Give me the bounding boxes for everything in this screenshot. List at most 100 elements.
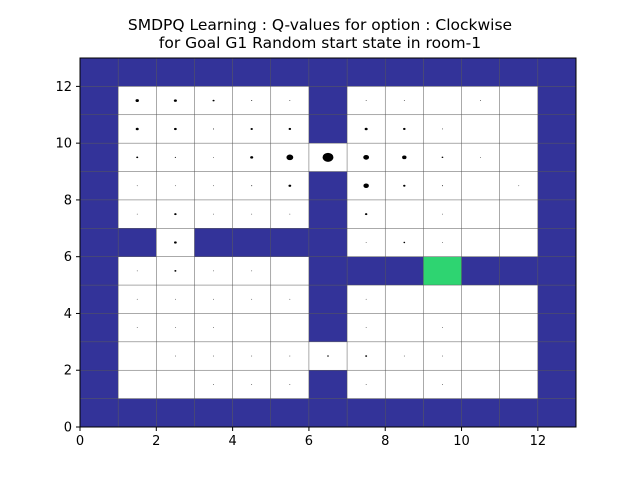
- wall-cell: [118, 228, 157, 257]
- wall-cell: [537, 199, 576, 229]
- wall-cell: [80, 58, 119, 87]
- free-cell: [461, 199, 500, 229]
- q-value-marker: [174, 298, 176, 300]
- y-tick-label: 2: [64, 364, 72, 379]
- q-value-marker: [213, 128, 215, 130]
- q-value-marker: [174, 355, 176, 357]
- q-value-marker: [136, 298, 138, 300]
- wall-cell: [156, 58, 195, 87]
- free-cell: [156, 370, 195, 399]
- q-value-marker: [251, 213, 253, 215]
- x-tick-label: 12: [530, 434, 547, 449]
- wall-cell: [385, 58, 424, 87]
- wall-cell: [80, 313, 119, 342]
- free-cell: [499, 285, 538, 314]
- q-value-marker: [213, 156, 214, 158]
- q-value-marker: [135, 99, 139, 102]
- wall-cell: [80, 199, 119, 229]
- x-tick-label: 2: [152, 434, 160, 449]
- wall-cell: [537, 398, 576, 427]
- q-value-marker: [403, 127, 406, 131]
- wall-cell: [156, 398, 195, 427]
- q-value-marker: [289, 100, 291, 101]
- q-value-marker: [442, 128, 443, 130]
- wall-cell: [80, 171, 119, 200]
- wall-cell: [537, 171, 576, 200]
- q-value-marker: [251, 355, 253, 357]
- wall-cell: [308, 313, 348, 342]
- wall-cell: [80, 398, 119, 427]
- wall-cell: [308, 285, 348, 314]
- wall-cell: [308, 199, 348, 229]
- q-value-marker: [365, 100, 367, 101]
- x-tick-label: 6: [305, 434, 313, 449]
- wall-cell: [308, 58, 348, 87]
- q-value-marker: [251, 185, 253, 187]
- q-value-marker: [250, 127, 253, 130]
- q-value-marker: [136, 270, 138, 272]
- q-value-marker: [364, 213, 368, 216]
- free-cell: [461, 285, 500, 314]
- wall-cell: [80, 228, 119, 257]
- q-value-marker: [213, 327, 214, 329]
- wall-cell: [194, 58, 233, 87]
- wall-cell: [537, 143, 576, 172]
- wall-cell: [347, 58, 386, 87]
- q-value-marker: [441, 185, 443, 187]
- free-cell: [499, 341, 538, 371]
- free-cell: [499, 313, 538, 342]
- free-cell: [232, 313, 271, 342]
- y-axis: 0 2 4 6 8 10 12: [55, 80, 80, 436]
- free-cell: [461, 114, 500, 144]
- wall-cell: [232, 228, 271, 257]
- y-tick-label: 10: [55, 137, 72, 152]
- q-value-marker: [289, 384, 291, 385]
- q-value-marker: [251, 270, 253, 272]
- wall-cell: [232, 398, 271, 427]
- q-value-marker: [136, 156, 139, 159]
- y-tick-label: 12: [55, 80, 72, 95]
- wall-cell: [461, 58, 500, 87]
- q-value-marker: [174, 156, 176, 158]
- wall-cell: [80, 86, 119, 115]
- q-value-marker: [327, 355, 329, 357]
- x-tick-label: 8: [381, 434, 389, 449]
- free-cell: [385, 285, 424, 314]
- wall-cell: [537, 86, 576, 115]
- q-value-marker: [365, 384, 367, 385]
- q-value-marker: [441, 156, 444, 159]
- free-cell: [423, 285, 462, 314]
- q-value-marker: [403, 100, 405, 101]
- free-cell: [461, 228, 500, 257]
- q-value-marker: [213, 384, 214, 385]
- wall-cell: [118, 398, 157, 427]
- q-value-marker: [174, 327, 176, 329]
- q-value-marker: [174, 241, 177, 244]
- wall-cell: [308, 171, 348, 200]
- free-cell: [270, 313, 309, 342]
- wall-cell: [232, 58, 271, 87]
- chart-title: SMDPQ Learning : Q-values for option : C…: [127, 16, 513, 34]
- wall-cell: [423, 58, 462, 87]
- wall-cell: [308, 398, 348, 427]
- wall-cell: [537, 228, 576, 257]
- q-value-marker: [364, 127, 368, 131]
- y-tick-label: 4: [64, 307, 72, 322]
- q-value-marker: [365, 327, 367, 329]
- x-tick-label: 4: [228, 434, 236, 449]
- wall-cell: [80, 143, 119, 172]
- free-cell: [499, 86, 538, 115]
- wall-cell: [308, 256, 348, 286]
- q-value-marker: [403, 184, 406, 187]
- wall-cell: [270, 228, 309, 257]
- free-cell: [423, 86, 462, 115]
- wall-cell: [537, 313, 576, 342]
- q-value-marker: [402, 155, 407, 160]
- wall-cell: [499, 256, 538, 286]
- q-value-marker: [289, 298, 291, 300]
- wall-cell: [80, 285, 119, 314]
- q-value-marker: [136, 327, 138, 329]
- x-axis: 0 2 4 6 8 10 12: [76, 427, 546, 449]
- q-value-marker: [213, 185, 214, 187]
- q-value-marker: [135, 127, 139, 131]
